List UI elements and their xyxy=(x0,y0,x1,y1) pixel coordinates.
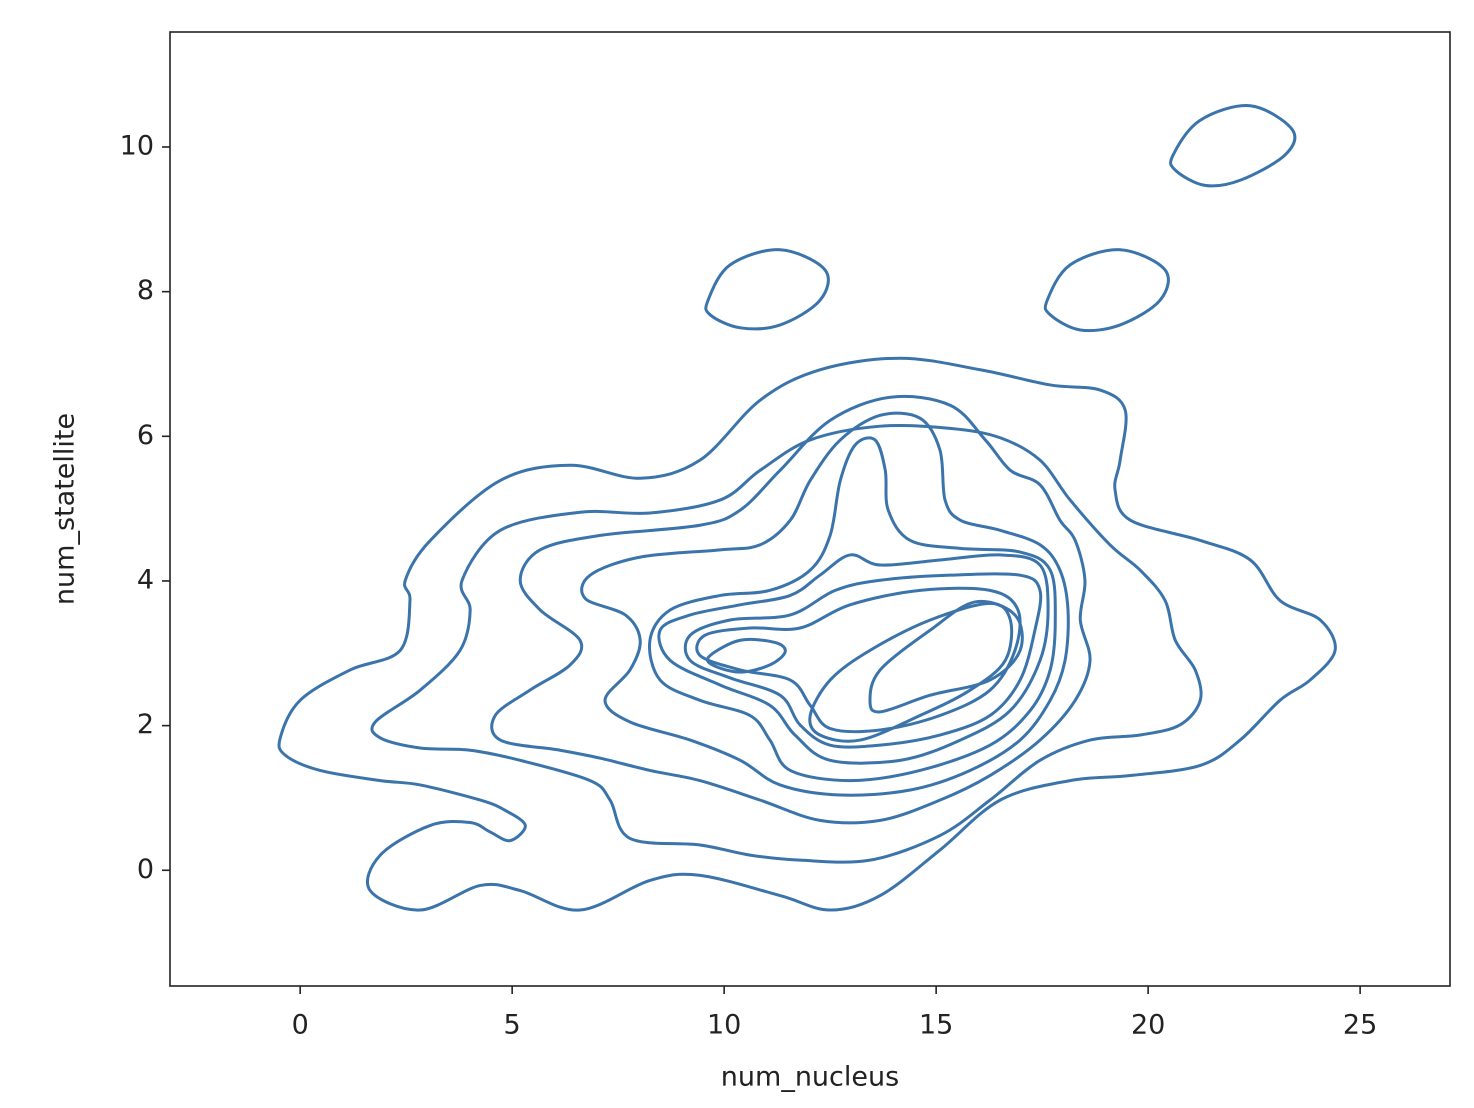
contour-line xyxy=(1043,248,1170,333)
contour-line xyxy=(648,436,1057,783)
contour-line xyxy=(277,356,1337,912)
contour-line xyxy=(808,601,1014,743)
x-tick-label: 25 xyxy=(1343,1010,1377,1041)
contour-line xyxy=(705,637,787,674)
contour-line xyxy=(704,248,830,331)
contour-line xyxy=(683,572,1043,749)
x-tick-label: 20 xyxy=(1131,1010,1165,1041)
x-axis-label: num_nucleus xyxy=(721,1062,899,1093)
x-tick-label: 10 xyxy=(707,1010,741,1041)
contour-line xyxy=(580,411,1070,797)
y-tick-label: 0 xyxy=(137,854,154,885)
contour-line xyxy=(370,423,1203,864)
y-axis-label: num_statellite xyxy=(50,413,81,605)
y-tick-label: 10 xyxy=(120,131,154,162)
x-tick-label: 5 xyxy=(504,1010,521,1041)
contour-line xyxy=(1169,104,1297,188)
contour-line xyxy=(695,586,1022,734)
x-tick-label: 15 xyxy=(919,1010,953,1041)
y-tick-label: 8 xyxy=(137,275,154,306)
contour-line xyxy=(868,599,1024,714)
plot-frame xyxy=(169,31,1451,987)
y-tick-label: 4 xyxy=(137,564,154,595)
contour-line xyxy=(490,394,1092,825)
x-tick-label: 0 xyxy=(292,1010,309,1041)
y-tick-label: 2 xyxy=(137,709,154,740)
contour-line xyxy=(657,553,1050,765)
y-tick-label: 6 xyxy=(137,420,154,451)
